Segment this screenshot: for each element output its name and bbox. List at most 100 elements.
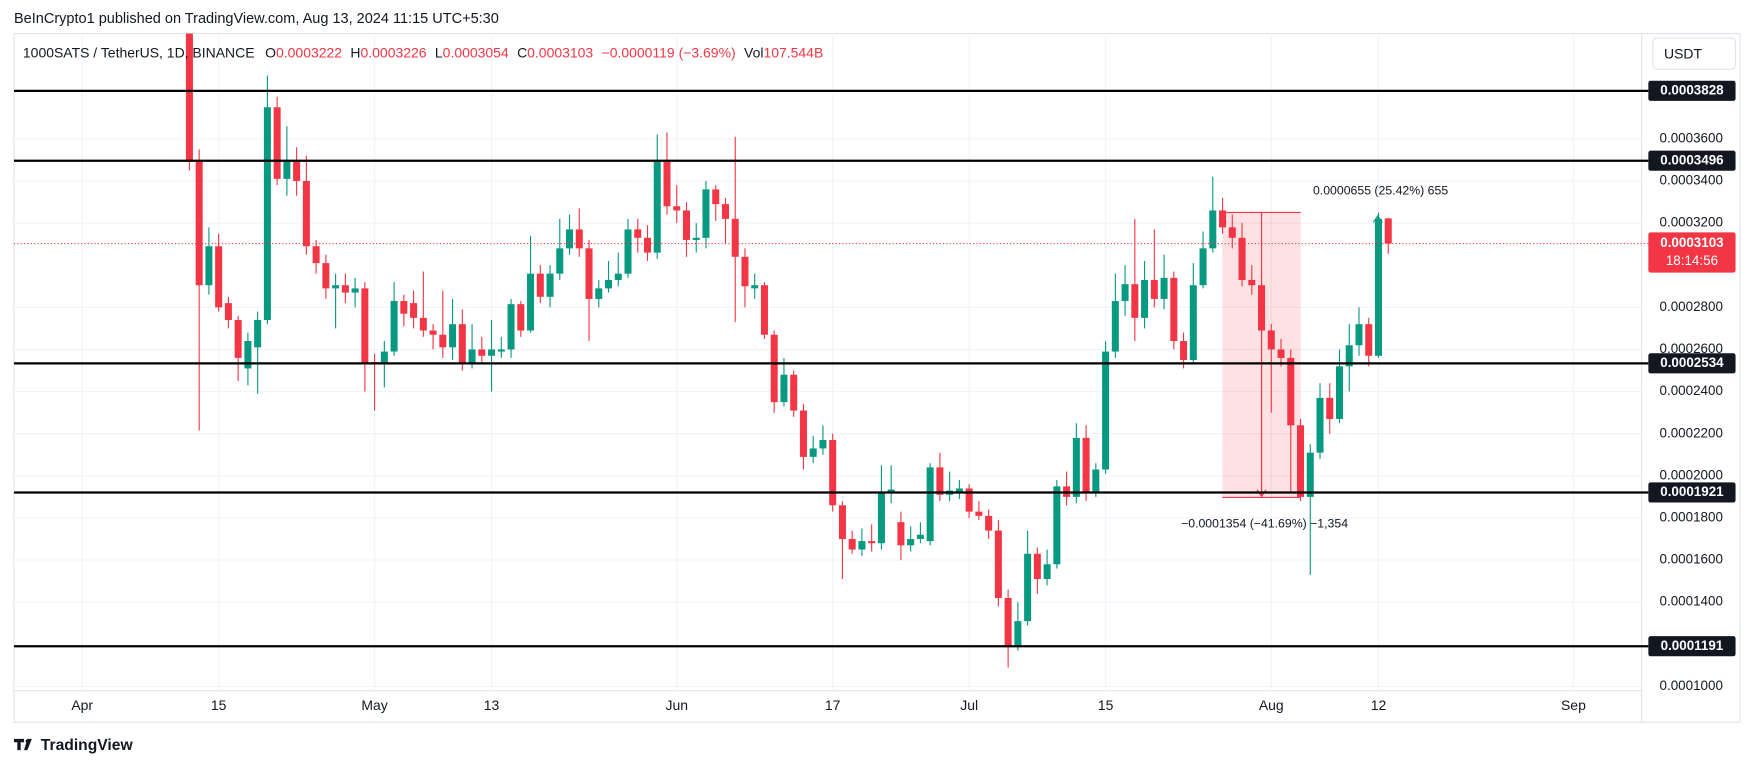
candle-body [1267,330,1275,350]
currency-button[interactable] [1652,37,1737,70]
y-tick-label: 0.0001400 [1660,594,1723,609]
candle-body [361,288,369,364]
candle-body [1141,279,1149,318]
candle-body [985,515,993,531]
legend: 1000SATS / TetherUS, 1D, BINANCE O0.0003… [23,44,823,60]
candle-body [936,467,944,495]
candle-body [195,162,203,286]
candle-body [1082,437,1090,493]
header: BeInCrypto1 published on TradingView.com… [14,11,499,27]
candle-body [595,288,603,299]
ohlc-value: 0.0003222 [276,44,342,60]
candle-body [887,489,895,493]
candle-body [1072,437,1080,497]
candle-body [400,301,408,314]
candle-body [663,162,671,207]
candle-body [517,304,525,331]
candle-body [751,285,759,289]
candle-body [322,263,330,289]
y-tick-label: 0.0002600 [1660,341,1723,356]
level-label-box [1648,80,1736,101]
symbol: 1000SATS / TetherUS, 1D, BINANCE [23,44,255,60]
y-tick-label: 0.0003200 [1660,215,1723,230]
candle-body [205,246,213,286]
candle-body [1189,285,1197,360]
candle-body [1033,553,1041,580]
x-tick-label: Jul [960,697,978,713]
candle-body [897,522,905,546]
candle-body [1092,469,1100,493]
candle-body [244,341,252,369]
ohlc-label: O [265,44,276,60]
annotation: 0.0000655 (25.42%) 655 [1313,183,1448,197]
level-label: 0.0003828 [1660,82,1724,97]
candle-body [848,539,856,550]
ohlc-value: 0.0003226 [361,44,427,60]
y-tick-label: 0.0001600 [1660,552,1723,567]
candle-body [585,248,593,299]
x-tick-label: 12 [1371,697,1387,713]
candle-body [643,237,652,253]
candle-body [673,206,681,211]
level-label: 0.0003496 [1660,152,1723,167]
candle-body [1355,324,1363,346]
candle-body [1043,564,1051,580]
candle-body [478,349,486,356]
candle-body [624,229,632,274]
candle-body [263,107,271,320]
candle-body [390,301,398,352]
level-label-box [1648,353,1736,374]
x-tick-label: Apr [71,697,93,713]
candle-body [1374,218,1382,356]
level-label-box [1648,636,1736,657]
level-label-box [1648,150,1736,171]
candle-body [780,374,788,403]
candle-body [1014,621,1022,647]
currency-label[interactable]: USDT [1664,45,1702,61]
x-tick-label: Aug [1259,697,1284,713]
y-tick-label: 0.0003400 [1660,173,1723,188]
candle-body [1170,277,1178,342]
candle-body [741,256,749,287]
logo-dot [25,739,30,743]
candle-body [497,349,505,352]
candle-body [1306,452,1314,497]
candle-body [468,349,476,365]
candle-body [907,539,915,546]
candle-body [760,285,768,335]
candle-body [341,285,349,293]
y-tick-label: 0.0001800 [1660,509,1723,524]
level-label: 0.0001921 [1660,484,1724,499]
candle-body [1150,279,1158,299]
candle-body [731,218,739,257]
volume: 107.544B [763,44,823,60]
candle-body [955,488,963,493]
ohlc-label: C [517,44,527,60]
candle-body [293,162,301,181]
candle-body [1277,349,1285,358]
candle-body [488,349,496,356]
candle-body [605,279,613,289]
candle-body [283,162,291,179]
candle-body [926,467,934,542]
y-tick-label: 0.0002000 [1660,467,1723,482]
candle-body [254,319,262,348]
candle-body [224,303,232,320]
footer: TradingView [41,737,134,754]
candle-body [556,248,564,274]
candle-body [1238,237,1246,280]
candle-body [721,204,729,219]
candle-body [1219,210,1227,228]
candle-body [1004,597,1012,647]
candle-body [1209,210,1217,249]
candle-body [312,246,320,264]
candle-body [770,334,778,403]
change: −0.0000119 (−3.69%) [602,44,736,60]
candle-body [1316,397,1324,453]
candle-body [410,303,418,318]
footer-logo [13,738,32,751]
x-tick-label: 15 [1098,697,1114,713]
candle-body [916,534,924,540]
candle-body [790,374,798,411]
candle-body [419,317,427,331]
